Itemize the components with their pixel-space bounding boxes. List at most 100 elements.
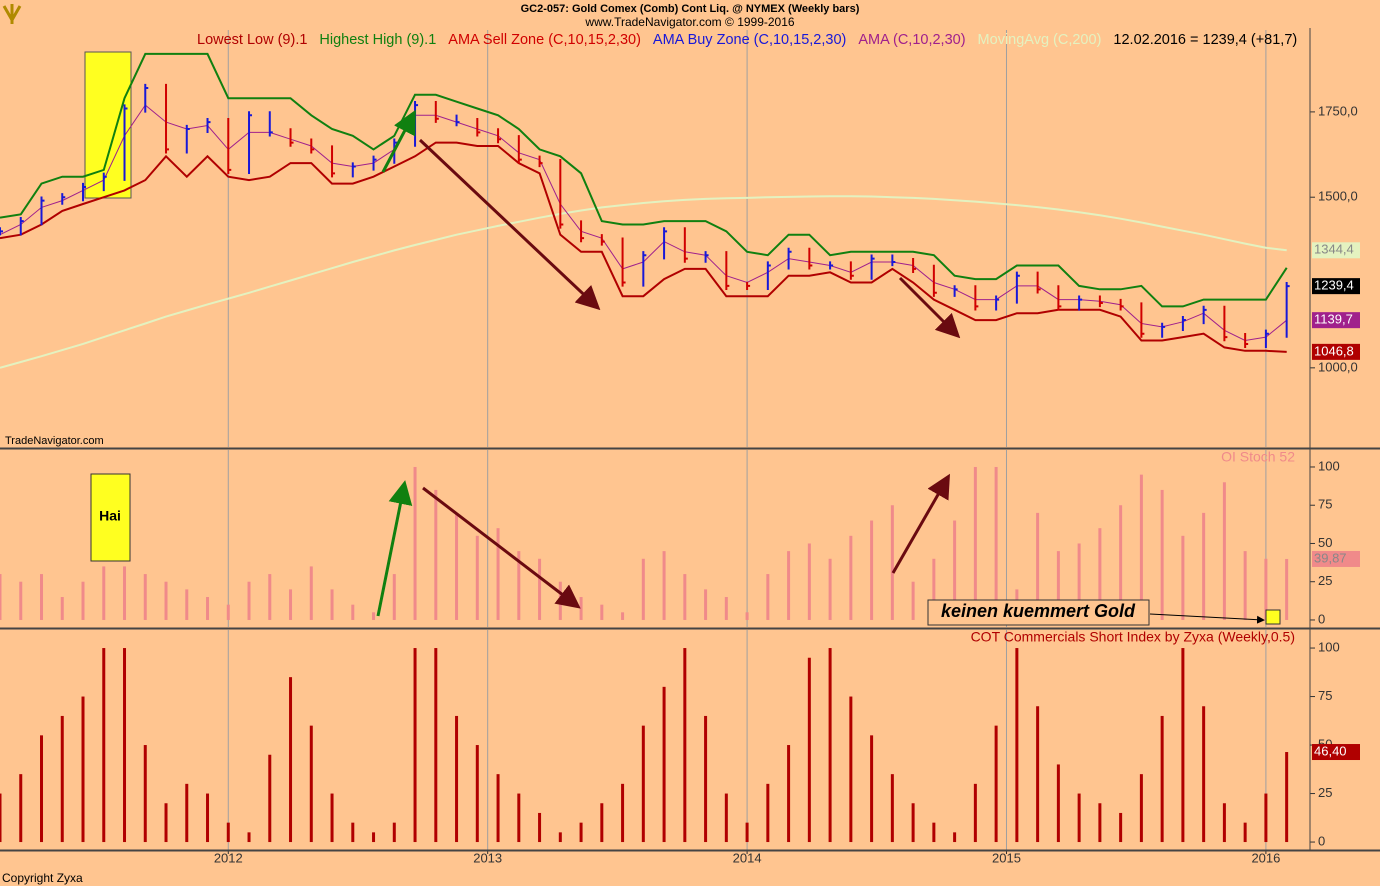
price-bar	[1223, 305, 1228, 342]
series-line	[0, 52, 1288, 308]
bar	[787, 745, 791, 843]
bar	[164, 581, 168, 620]
bar	[455, 715, 459, 843]
bar	[1181, 535, 1185, 620]
price-bar	[0, 227, 3, 236]
price-bar	[289, 128, 294, 147]
bar	[704, 589, 708, 620]
bar	[1098, 528, 1102, 620]
bar	[309, 566, 313, 620]
bar	[683, 648, 687, 843]
panel-title: OI Stoch 52	[1221, 449, 1295, 465]
x-tick-label: 2016	[1251, 850, 1280, 865]
bar	[932, 558, 936, 620]
bar	[766, 574, 770, 620]
value-label: 1046,8	[1314, 343, 1354, 358]
bar	[994, 725, 998, 843]
bar	[1222, 482, 1226, 620]
price-bar	[165, 83, 170, 154]
price-bar	[123, 104, 128, 181]
price-bar	[621, 237, 626, 287]
bar	[1077, 793, 1081, 843]
bar	[558, 832, 562, 843]
bar	[828, 648, 832, 843]
price-bar	[600, 234, 605, 246]
price-bar	[61, 193, 66, 205]
bar	[517, 551, 521, 620]
price-bar	[683, 227, 688, 263]
bar	[600, 604, 604, 620]
bar	[351, 822, 355, 843]
price-bar	[434, 100, 439, 123]
bar	[745, 822, 749, 843]
price-bar	[1098, 295, 1103, 308]
legend-entry: Lowest Low (9).1	[197, 32, 307, 48]
price-bar	[372, 155, 377, 171]
price-bar	[932, 264, 937, 297]
bar	[434, 489, 438, 620]
bar	[1056, 551, 1060, 620]
price-bar	[829, 261, 834, 270]
bar	[953, 520, 957, 620]
price-bar	[1057, 285, 1062, 311]
price-bar	[185, 124, 190, 154]
price-bar	[1140, 302, 1145, 338]
legend-entry: AMA Sell Zone (C,10,15,2,30)	[448, 32, 641, 48]
bar	[641, 558, 645, 620]
y-tick-label: 1750,0	[1318, 103, 1358, 118]
bar	[1285, 558, 1289, 620]
bar	[849, 535, 853, 620]
bar	[517, 793, 521, 843]
watermark: TradeNavigator.com	[5, 435, 104, 447]
bar	[289, 589, 293, 620]
bar	[81, 581, 85, 620]
annotation: keinen kuemmert Gold	[941, 601, 1136, 621]
price-bar	[310, 138, 315, 154]
value-label-box	[1312, 550, 1360, 567]
value-label: 1344,4	[1314, 242, 1354, 257]
bar	[932, 822, 936, 843]
bar	[123, 566, 127, 620]
bar	[0, 793, 2, 843]
bar	[641, 725, 645, 843]
bar	[434, 648, 438, 843]
price-bar	[1161, 322, 1166, 338]
price-bar	[497, 128, 502, 144]
bar	[40, 735, 44, 843]
bar	[579, 597, 583, 620]
annotation-box	[90, 473, 131, 562]
bar	[1160, 489, 1164, 620]
bar	[475, 535, 479, 620]
bar	[1119, 505, 1123, 620]
bar	[60, 597, 64, 620]
bar	[392, 574, 396, 620]
x-tick-label: 2015	[992, 850, 1021, 865]
price-bar	[559, 158, 564, 229]
bar	[413, 466, 417, 620]
bar	[19, 581, 23, 620]
legend-entry: Highest High (9).1	[319, 32, 436, 48]
bar	[662, 686, 666, 843]
bar	[787, 551, 791, 620]
panel-title: COT Commercials Short Index by Zyxa (Wee…	[971, 629, 1295, 645]
bar	[890, 774, 894, 843]
price-bar	[331, 145, 336, 178]
price-bar	[1202, 305, 1207, 325]
value-label-box	[1312, 312, 1360, 329]
bar	[102, 648, 106, 843]
bar	[1077, 543, 1081, 620]
price-bar	[974, 285, 979, 311]
bar	[911, 581, 915, 620]
bar	[372, 612, 376, 620]
bar	[268, 574, 272, 620]
price-bar	[1181, 315, 1186, 331]
bar	[870, 735, 874, 843]
bar	[558, 581, 562, 620]
bar	[206, 597, 210, 620]
y-tick-label: 25	[1318, 785, 1332, 800]
y-tick-label: 1000,0	[1318, 359, 1358, 374]
bar	[413, 648, 417, 843]
value-label: 39,87	[1314, 550, 1347, 565]
arrow	[891, 473, 950, 574]
bar	[330, 793, 334, 843]
